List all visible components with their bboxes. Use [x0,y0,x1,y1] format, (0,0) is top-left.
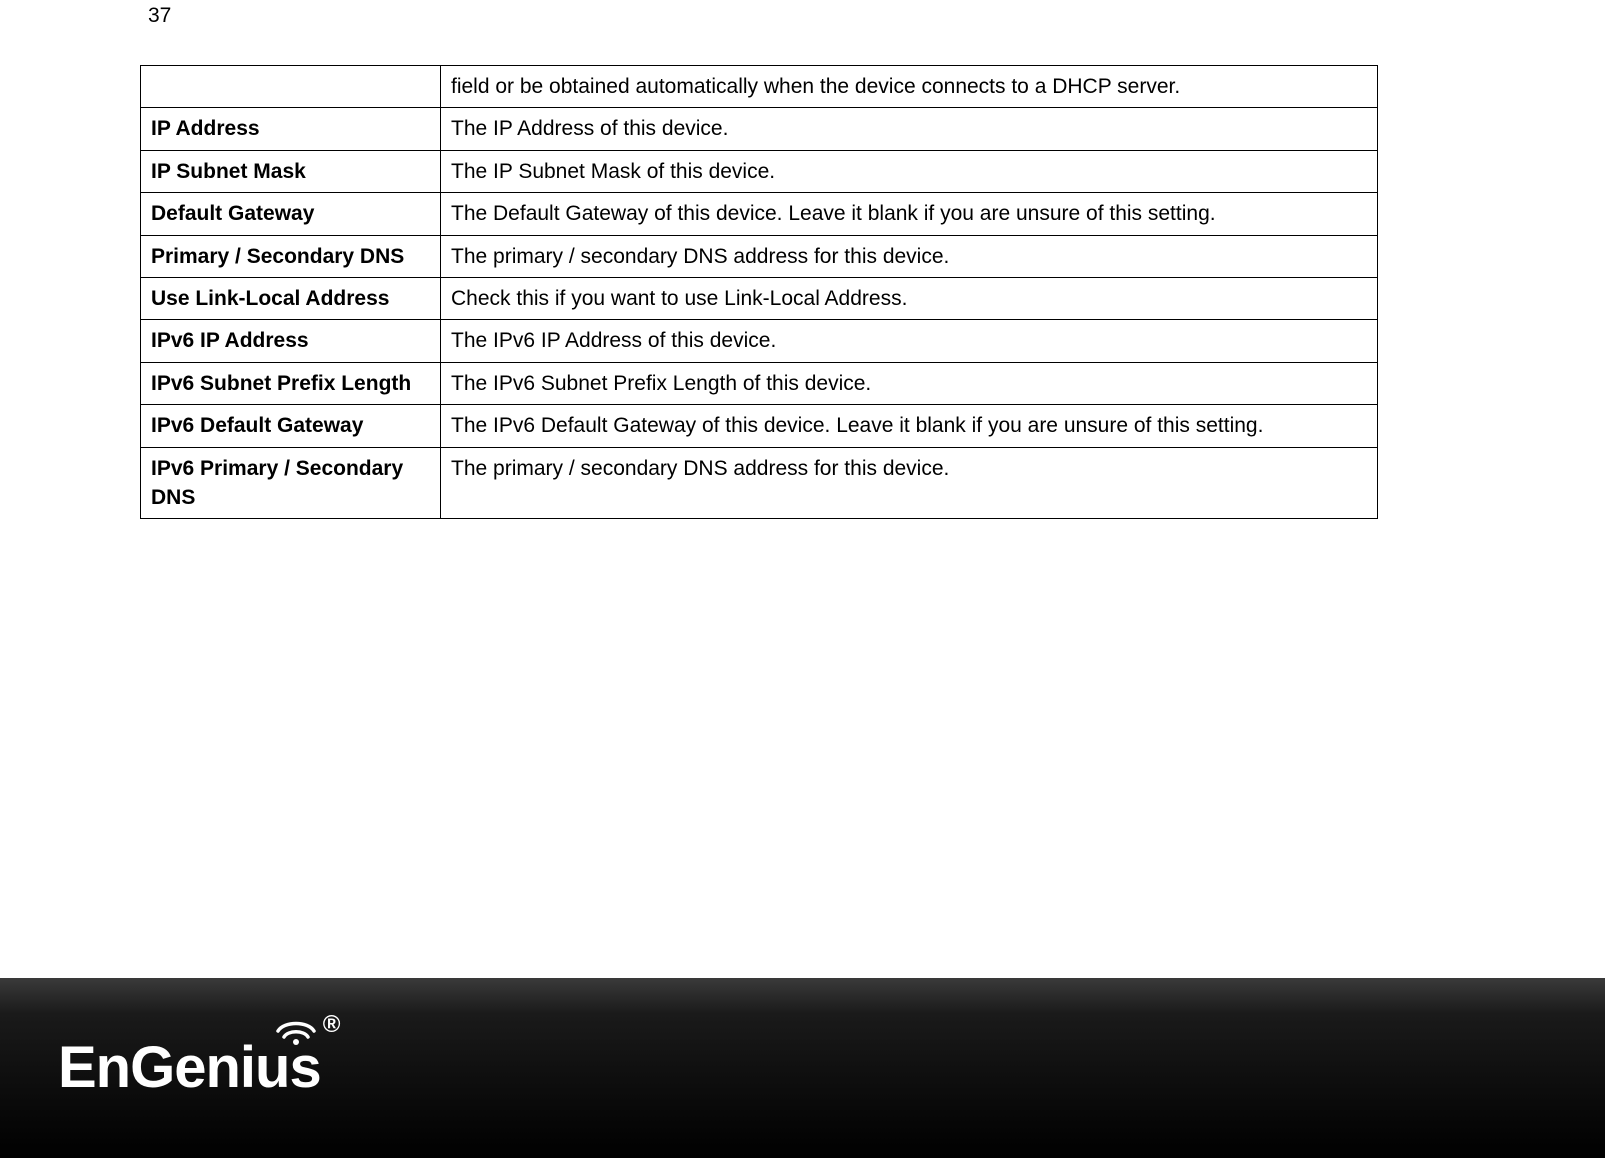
setting-description: The primary / secondary DNS address for … [441,447,1378,519]
table-row: IPv6 Default Gateway The IPv6 Default Ga… [141,405,1378,447]
setting-description: Check this if you want to use Link-Local… [441,277,1378,319]
setting-description: The Default Gateway of this device. Leav… [441,193,1378,235]
logo-text: EnGenius® [58,1039,339,1097]
setting-description: The IP Address of this device. [441,108,1378,150]
setting-label: IP Subnet Mask [141,150,441,192]
footer-bar: EnGenius® [0,978,1605,1158]
setting-description: The IPv6 IP Address of this device. [441,320,1378,362]
wifi-icon [274,1013,318,1045]
setting-label: IPv6 IP Address [141,320,441,362]
page-number: 37 [148,4,171,28]
setting-label: IPv6 Primary / Secondary DNS [141,447,441,519]
brand-logo: EnGenius® [58,1039,339,1097]
table-row: field or be obtained automatically when … [141,66,1378,108]
table-row: Primary / Secondary DNS The primary / se… [141,235,1378,277]
setting-label: Primary / Secondary DNS [141,235,441,277]
setting-description: The primary / secondary DNS address for … [441,235,1378,277]
setting-description: The IPv6 Default Gateway of this device.… [441,405,1378,447]
table-row: Default Gateway The Default Gateway of t… [141,193,1378,235]
registered-mark-icon: ® [323,1011,340,1038]
setting-label: Default Gateway [141,193,441,235]
table-row: IP Address The IP Address of this device… [141,108,1378,150]
setting-label: IP Address [141,108,441,150]
setting-description: The IPv6 Subnet Prefix Length of this de… [441,362,1378,404]
table-row: IPv6 IP Address The IPv6 IP Address of t… [141,320,1378,362]
table-row: IPv6 Subnet Prefix Length The IPv6 Subne… [141,362,1378,404]
table-row: Use Link-Local Address Check this if you… [141,277,1378,319]
setting-label: IPv6 Subnet Prefix Length [141,362,441,404]
setting-label: Use Link-Local Address [141,277,441,319]
settings-table: field or be obtained automatically when … [140,65,1378,519]
setting-label [141,66,441,108]
setting-label: IPv6 Default Gateway [141,405,441,447]
table-row: IP Subnet Mask The IP Subnet Mask of thi… [141,150,1378,192]
setting-description: field or be obtained automatically when … [441,66,1378,108]
setting-description: The IP Subnet Mask of this device. [441,150,1378,192]
table-row: IPv6 Primary / Secondary DNS The primary… [141,447,1378,519]
